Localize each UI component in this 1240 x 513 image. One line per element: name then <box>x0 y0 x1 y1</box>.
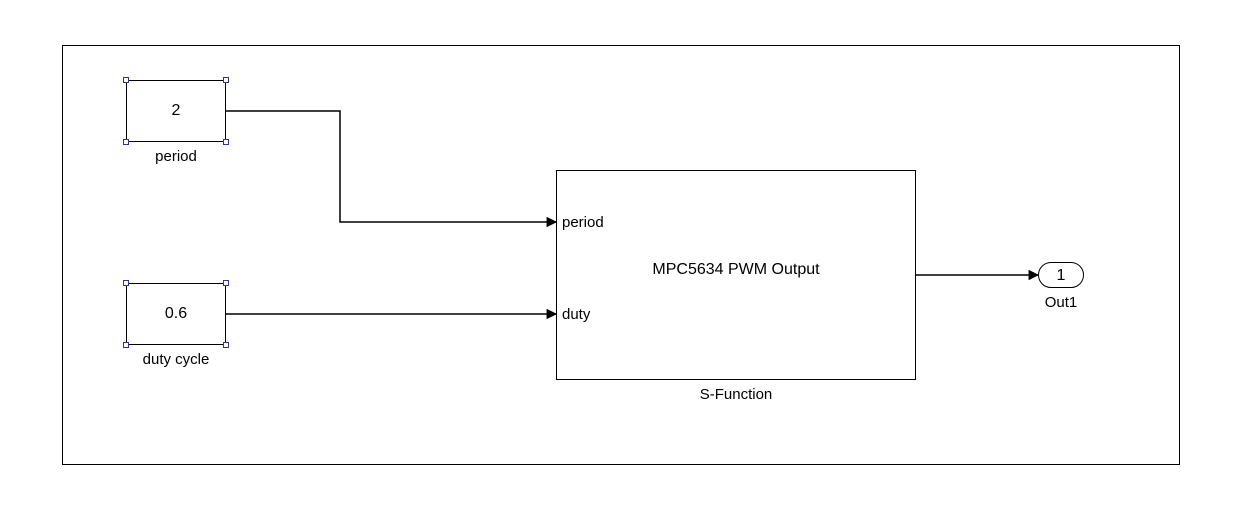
selection-handle-se[interactable] <box>223 139 229 145</box>
constant-period-value: 2 <box>126 102 226 120</box>
constant-duty-value: 0.6 <box>126 305 226 323</box>
constant-period-label: period <box>126 148 226 165</box>
selection-handle-ne[interactable] <box>223 77 229 83</box>
selection-handle-sw[interactable] <box>123 342 129 348</box>
selection-handle-nw[interactable] <box>123 280 129 286</box>
constant-duty-label: duty cycle <box>126 351 226 368</box>
diagram-canvas: 2 period 0.6 duty cycle MPC5634 PWM Output pe… <box>0 0 1240 513</box>
outport-number: 1 <box>1038 267 1084 285</box>
selection-handle-ne[interactable] <box>223 280 229 286</box>
sfunction-title: MPC5634 PWM Output <box>556 261 916 279</box>
sfunction-port-duty-label: duty <box>562 306 590 323</box>
sfunction-port-period-label: period <box>562 214 604 231</box>
selection-handle-sw[interactable] <box>123 139 129 145</box>
selection-handle-nw[interactable] <box>123 77 129 83</box>
sfunction-label: S-Function <box>556 386 916 403</box>
selection-handle-se[interactable] <box>223 342 229 348</box>
outport-label: Out1 <box>1028 294 1094 311</box>
